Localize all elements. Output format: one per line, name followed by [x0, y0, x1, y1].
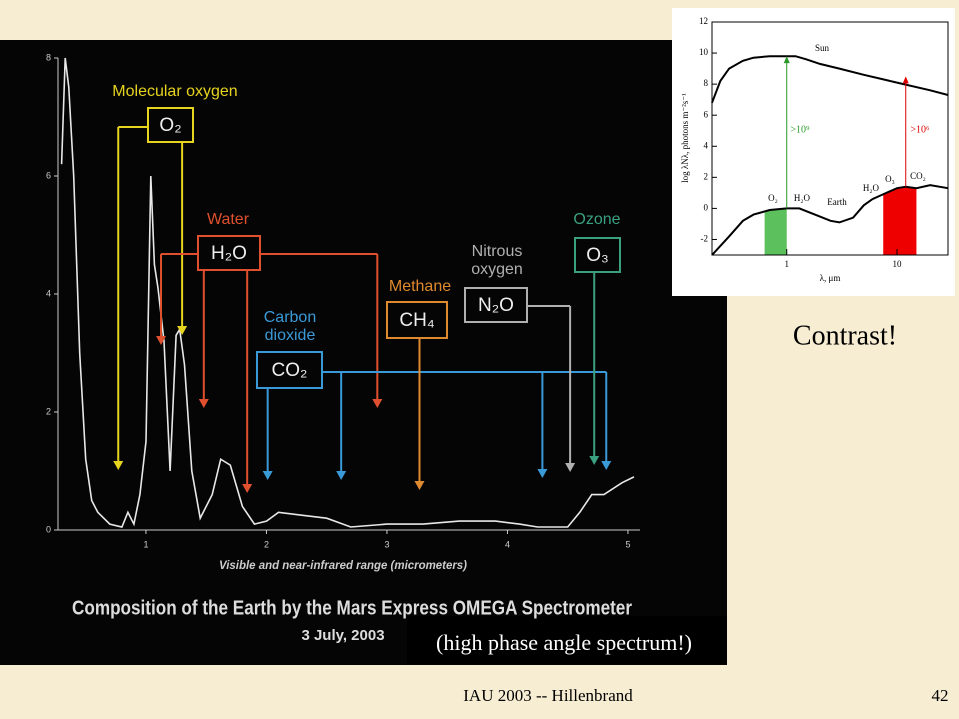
molecule: N₂O: [478, 295, 514, 316]
footer: IAU 2003 -- Hillenbrand: [463, 686, 633, 705]
arrow-head: [262, 471, 273, 480]
page-number: 42: [932, 686, 949, 705]
x-tick-label: 4: [505, 539, 510, 549]
arrow-head: [414, 481, 425, 490]
arrow-head: [198, 399, 209, 408]
annotation: O₂ Molecular oxygen: [112, 83, 238, 470]
arrow-head: [372, 399, 383, 408]
label-box: [464, 287, 528, 323]
feature-label: CO₂: [910, 171, 926, 181]
y-tick-label: 4: [46, 288, 51, 298]
arrow-head: [565, 463, 576, 472]
y-axis-label: log λNλ, photons m⁻²s⁻¹: [680, 93, 690, 183]
molecule: O₃: [586, 245, 609, 266]
label-box: [574, 237, 621, 273]
molecule: CH₄: [399, 310, 434, 331]
y-tick-label: 4: [704, 140, 709, 150]
y-tick-label: 10: [699, 47, 709, 57]
contrast-text: Contrast!: [793, 320, 897, 351]
x-tick-label: 1: [784, 259, 789, 269]
molecule-name: Molecular oxygen: [112, 83, 237, 100]
arrow-head: [336, 471, 347, 480]
band: [883, 185, 917, 255]
annotation: H₂O Water: [156, 211, 383, 493]
x-axis-label: λ, μm: [820, 273, 841, 283]
arrow-head: [902, 76, 909, 84]
note-text: (high phase angle spectrum!): [436, 630, 692, 655]
series-label: Sun: [815, 43, 830, 53]
molecule: CO₂: [272, 360, 308, 381]
arrow-head: [783, 56, 790, 64]
arrow-head: [113, 461, 124, 470]
molecule-name: Carbon: [264, 309, 316, 326]
arrow-head: [589, 456, 600, 465]
note-box: [407, 616, 727, 664]
x-tick-label: 3: [384, 539, 389, 549]
arrow-head: [177, 326, 188, 335]
x-tick-label: 1: [143, 539, 148, 549]
y-tick-label: 8: [46, 52, 51, 62]
feature-label: H₂O: [794, 193, 811, 203]
y-tick-label: 8: [704, 78, 709, 88]
molecule: O₂: [159, 115, 181, 136]
molecule-name: oxygen: [471, 261, 523, 278]
y-tick-label: 0: [704, 202, 709, 212]
label-box: [197, 235, 261, 271]
feature-label: O₃: [885, 174, 895, 184]
x-tick-label: 5: [625, 539, 630, 549]
label-box: [147, 107, 194, 143]
contrast-label: >10⁶: [910, 124, 930, 135]
label-box: [386, 301, 448, 339]
annotation: CH₄ Methane: [386, 278, 451, 490]
arrow-head: [242, 484, 253, 493]
feature-label: H₂O: [863, 183, 880, 193]
series-line: [711, 184, 949, 256]
figure-panel: [0, 40, 727, 665]
y-tick-label: 6: [46, 170, 51, 180]
y-tick-label: 0: [46, 524, 51, 534]
contrast-label: >10⁹: [790, 124, 810, 135]
y-tick-label: 12: [699, 16, 708, 26]
y-tick-label: -2: [701, 234, 709, 244]
y-tick-label: 2: [704, 171, 709, 181]
molecule-name: Water: [207, 211, 250, 228]
chart-subtitle: 3 July, 2003: [301, 627, 384, 644]
x-tick-label: 2: [264, 539, 269, 549]
y-tick-label: 6: [704, 109, 709, 119]
arrow-head: [601, 461, 612, 470]
plot-frame: [711, 21, 949, 256]
x-axis-label: Visible and near-infrared range (microme…: [219, 558, 467, 572]
spectrum-chart: 0 2 4 6 8 1 2 3 4 5 Visible and near-infrared rang…: [46, 52, 640, 644]
spectrum-line: [60, 57, 635, 528]
series-line: [711, 55, 949, 104]
series-label: Earth: [827, 197, 847, 207]
chart-title: Composition of the Earth by the Mars Exp…: [72, 597, 632, 619]
molecule-name: dioxide: [265, 327, 316, 344]
feature-label: O₂: [768, 193, 778, 203]
molecule-name: Nitrous: [472, 243, 523, 260]
x-tick-label: 10: [893, 259, 903, 269]
arrow-head: [537, 469, 548, 478]
label-box: [256, 351, 323, 389]
y-tick-label: 2: [46, 406, 51, 416]
molecule-name: Methane: [389, 278, 451, 295]
arrow-head: [156, 336, 167, 345]
molecule-name: Ozone: [573, 211, 620, 228]
molecule: H₂O: [211, 243, 247, 264]
annotation: O₃ Ozone: [573, 211, 621, 465]
